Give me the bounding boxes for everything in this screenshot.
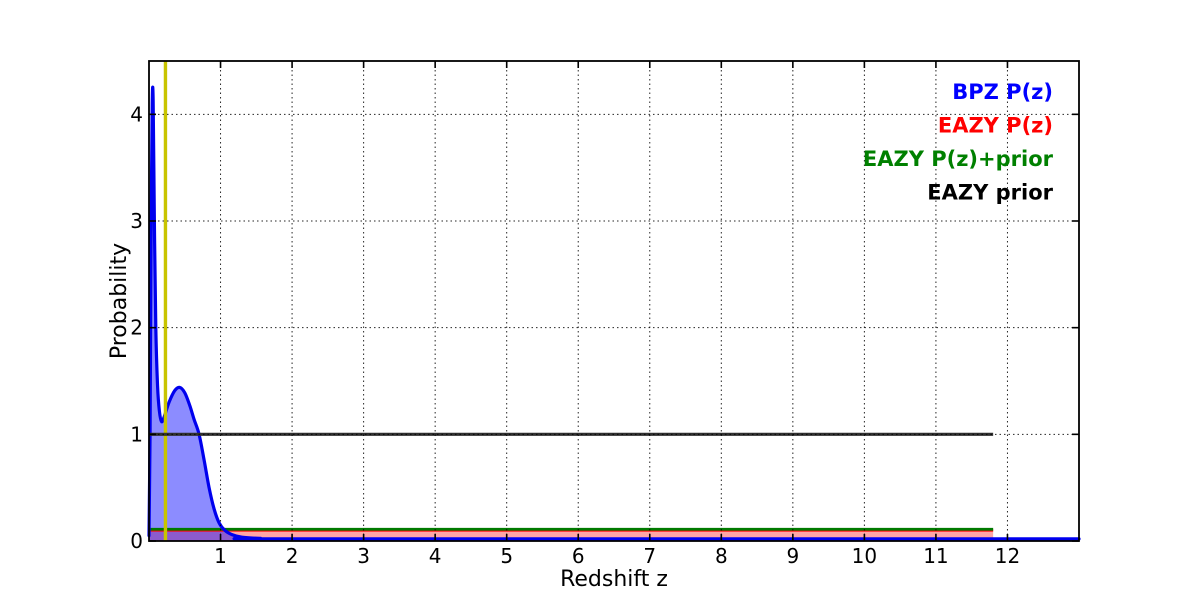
x-tick-label-12: 12 — [995, 544, 1020, 568]
grid-layer — [149, 61, 1079, 541]
x-tick-label-4: 4 — [429, 544, 442, 568]
y-tick-label-0: 0 — [130, 529, 143, 553]
y-tick-label-4: 4 — [130, 102, 143, 126]
legend: BPZ P(z) EAZY P(z) EAZY P(z)+prior EAZY pri… — [863, 80, 1054, 205]
y-tick-label-3: 3 — [130, 209, 143, 233]
x-tick-label-10: 10 — [852, 544, 877, 568]
x-tick-label-2: 2 — [286, 544, 299, 568]
series-line-BPZ P(z) — [147, 85, 1081, 541]
legend-entry-BPZ P(z): BPZ P(z) — [952, 80, 1053, 104]
plot-spines — [148, 60, 1080, 542]
axis-layer — [148, 60, 1080, 542]
y-axis-label: Probability — [107, 243, 132, 359]
x-tick-label-1: 1 — [214, 544, 227, 568]
legend-entry-EAZY prior: EAZY prior — [927, 181, 1053, 205]
x-tick-label-6: 6 — [572, 544, 585, 568]
legend-entry-EAZY P(z)+prior: EAZY P(z)+prior — [863, 147, 1054, 171]
y-tick-label-1: 1 — [130, 422, 143, 446]
x-tick-label-9: 9 — [786, 544, 799, 568]
fill-layer — [149, 87, 1079, 541]
x-tick-label-8: 8 — [715, 544, 728, 568]
legend-entry-EAZY P(z): EAZY P(z) — [938, 114, 1053, 138]
y-tick-label-2: 2 — [130, 316, 143, 340]
x-axis-label: Redshift z — [560, 567, 668, 592]
x-tick-label-3: 3 — [357, 544, 370, 568]
series-fill-EAZY P(z) — [149, 530, 994, 541]
x-tick-label-5: 5 — [500, 544, 513, 568]
x-tick-label-11: 11 — [923, 544, 948, 568]
x-tick-label-7: 7 — [643, 544, 656, 568]
